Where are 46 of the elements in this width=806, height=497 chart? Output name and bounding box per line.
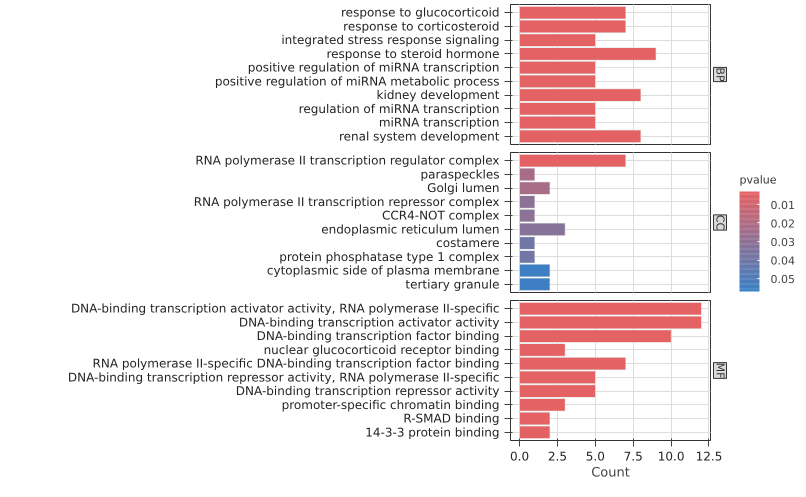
- x-tick-label: 2.5: [548, 450, 568, 464]
- y-tick-label: Golgi lumen: [427, 181, 500, 196]
- color-bar-label: 0.01: [770, 198, 795, 212]
- y-tick-label: RNA polymerase II transcription repressor complex: [194, 194, 500, 209]
- text: CC: [714, 214, 726, 230]
- y-tick-label: renal system development: [338, 129, 500, 144]
- y-tick-label: DNA-binding transcription activator activity, RNA polymerase II-specific: [70, 302, 500, 316]
- x-tick-label: 7.5: [624, 450, 643, 464]
- x-tick-label: 5.0: [586, 450, 605, 464]
- y-tick-label: DNA-binding transcription factor binding: [256, 329, 500, 344]
- y-tick-label: DNA-binding transcription repressor activity, RNA polymerase II-specific: [68, 370, 500, 384]
- y-tick-label: integrated stress response signaling: [281, 33, 500, 48]
- y-tick-label: tertiary granule: [405, 277, 500, 292]
- x-axis-title: Count: [591, 466, 630, 480]
- y-tick-label: 14-3-3 protein binding: [365, 425, 500, 440]
- text: BP: [714, 67, 726, 82]
- y-tick-label: response to glucocorticoid: [341, 6, 500, 20]
- y-tick-label: R-SMAD binding: [403, 412, 500, 426]
- y-tick-label: RNA polymerase II transcription regulator complex: [195, 154, 500, 168]
- y-tick-label: nuclear glucocorticoid receptor binding: [264, 342, 500, 357]
- y-tick-label: positive regulation of miRNA metabolic process: [214, 74, 500, 88]
- y-tick-label: response to steroid hormone: [326, 46, 500, 61]
- y-tick-label: promoter-specific chromatin binding: [282, 398, 500, 412]
- x-tick-label: 12.5: [696, 450, 722, 464]
- y-tick-label: RNA polymerase II-specific DNA-binding transcription factor binding: [92, 356, 500, 371]
- color-bar-label: 0.05: [770, 273, 795, 286]
- y-tick-label: cytoplasmic side of plasma membrane: [266, 264, 500, 278]
- y-tick-label: miRNA transcription: [378, 116, 500, 130]
- y-tick-label: positive regulation of miRNA transcription: [248, 60, 500, 75]
- y-tick-label: DNA-binding transcription repressor activity: [236, 384, 500, 398]
- y-tick-label: endoplasmic reticulum lumen: [321, 222, 500, 236]
- color-bar-title: pvalue: [740, 174, 777, 186]
- y-tick-label: kidney development: [376, 88, 500, 102]
- color-bar-label: 0.02: [770, 217, 795, 230]
- color-bar-label: 0.04: [770, 254, 795, 268]
- y-tick-label: CCR4-NOT complex: [382, 208, 500, 223]
- color-bar-label: 0.03: [770, 236, 795, 249]
- y-tick-label: response to corticosteroid: [343, 19, 500, 34]
- y-tick-label: costamere: [436, 236, 500, 250]
- y-tick-label: paraspeckles: [420, 167, 500, 182]
- text: MF: [714, 362, 726, 378]
- y-tick-label: regulation of miRNA transcription: [298, 102, 500, 116]
- x-tick-label: 10.0: [658, 450, 684, 464]
- y-tick-label: protein phosphatase type 1 complex: [279, 250, 500, 264]
- x-tick-label: 0.0: [510, 450, 530, 464]
- y-tick-label: DNA-binding transcription activator activity: [238, 315, 500, 330]
